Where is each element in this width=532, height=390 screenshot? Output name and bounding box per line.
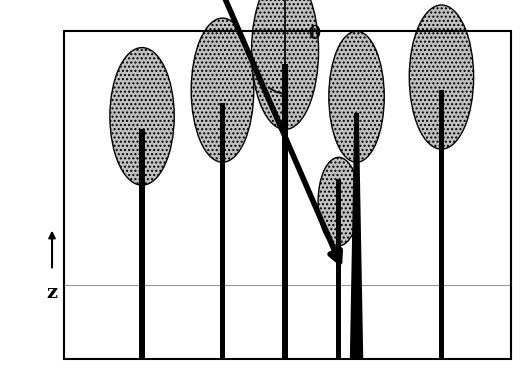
Text: θ: θ — [309, 25, 320, 43]
Text: z: z — [46, 284, 57, 302]
Bar — [220, 103, 225, 359]
Bar — [64, 31, 511, 359]
Ellipse shape — [110, 48, 174, 185]
Bar — [354, 113, 359, 359]
Ellipse shape — [329, 31, 384, 162]
Ellipse shape — [191, 18, 254, 162]
Bar — [282, 64, 288, 359]
Ellipse shape — [318, 157, 359, 246]
Bar — [336, 179, 341, 359]
Bar — [139, 129, 145, 359]
Ellipse shape — [409, 5, 473, 149]
Bar — [439, 90, 444, 359]
Ellipse shape — [252, 0, 319, 129]
Polygon shape — [350, 123, 363, 359]
